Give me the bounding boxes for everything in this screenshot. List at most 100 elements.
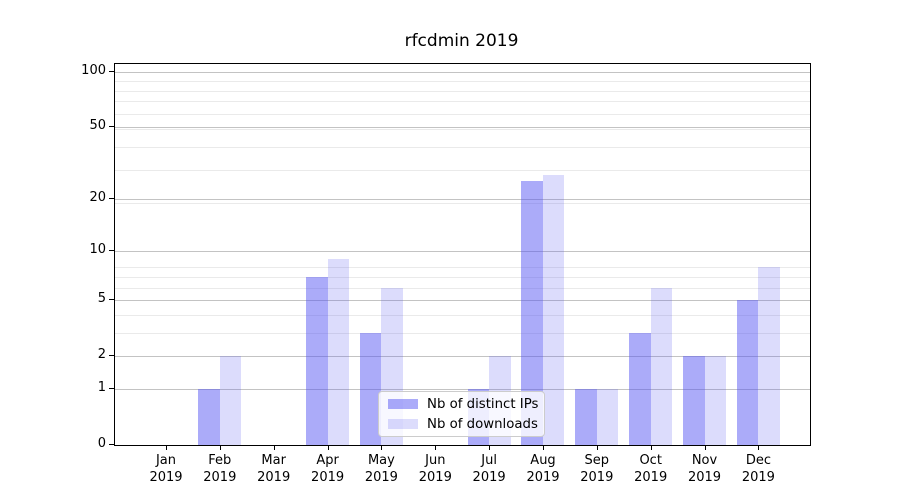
bar-ips-may bbox=[359, 332, 382, 445]
bar-ips-aug bbox=[521, 181, 543, 445]
legend-swatch-downloads-icon bbox=[388, 419, 418, 429]
x-tick-label-line: Jun bbox=[425, 453, 446, 468]
gridline-major-5 bbox=[115, 300, 810, 301]
y-tick-label-0: 0 bbox=[97, 436, 106, 451]
plot-area: Nb of distinct IPs Nb of downloads bbox=[114, 63, 811, 446]
x-tick-label-apr: Apr 2019 bbox=[288, 452, 368, 486]
gridline-minor-89 bbox=[115, 81, 810, 82]
legend-swatch-distinct-ips-icon bbox=[388, 399, 418, 409]
y-tick-mark-10 bbox=[109, 250, 114, 251]
gridline-minor-39 bbox=[115, 146, 810, 148]
legend-label-distinct-ips: Nb of distinct IPs bbox=[427, 396, 539, 412]
x-tick-label-line: 2019 bbox=[687, 470, 722, 485]
bar-ips-sep bbox=[575, 388, 597, 445]
x-tick-mark-jun bbox=[435, 446, 437, 450]
y-tick-mark-1 bbox=[109, 387, 114, 389]
legend-entry-distinct-ips: Nb of distinct IPs bbox=[388, 396, 539, 412]
x-tick-label-line: 2019 bbox=[634, 470, 668, 485]
x-tick-label-line: 2019 bbox=[311, 470, 345, 485]
x-tick-label-mar: Mar 2019 bbox=[234, 452, 314, 486]
x-tick-label-may: May 2019 bbox=[341, 452, 421, 486]
bar-downloads-sep bbox=[596, 388, 619, 445]
x-tick-label-oct: Oct 2019 bbox=[611, 452, 691, 486]
legend: Nb of distinct IPs Nb of downloads bbox=[378, 391, 545, 437]
x-tick-mark-apr bbox=[327, 446, 329, 450]
x-tick-label-feb: Feb 2019 bbox=[180, 452, 260, 486]
x-tick-label-line: May bbox=[367, 453, 395, 468]
x-tick-label-aug: Aug 2019 bbox=[503, 452, 583, 486]
x-tick-mark-may bbox=[381, 446, 383, 450]
x-tick-label-line: 2019 bbox=[580, 470, 614, 485]
x-tick-mark-sep bbox=[596, 446, 598, 450]
x-tick-label-line: Sep bbox=[584, 453, 610, 468]
x-tick-label-line: 2019 bbox=[149, 470, 183, 485]
x-tick-mark-aug bbox=[543, 446, 544, 450]
chart-title: rfcdmin 2019 bbox=[404, 31, 519, 51]
x-tick-label-line: 2019 bbox=[203, 470, 237, 485]
gridline-minor-6 bbox=[115, 287, 810, 289]
legend-label-downloads: Nb of downloads bbox=[427, 416, 538, 432]
x-tick-mark-dec bbox=[758, 446, 760, 450]
gridline-minor-69 bbox=[115, 101, 810, 103]
x-tick-label-line: Jan bbox=[155, 453, 177, 468]
y-tick-label-1: 1 bbox=[97, 379, 106, 395]
x-tick-label-jun: Jun 2019 bbox=[395, 452, 475, 486]
bar-downloads-nov bbox=[704, 356, 726, 445]
x-tick-label-nov: Nov 2019 bbox=[665, 452, 745, 486]
y-tick-mark-5 bbox=[109, 299, 114, 300]
x-tick-label-line: 2019 bbox=[257, 470, 291, 485]
gridline-minor-59 bbox=[115, 113, 810, 115]
x-tick-label-line: Feb bbox=[208, 453, 232, 468]
x-tick-mark-oct bbox=[650, 446, 652, 450]
y-tick-label-10: 10 bbox=[89, 242, 106, 257]
x-tick-mark-jul bbox=[489, 446, 491, 450]
y-tick-label-2: 2 bbox=[97, 347, 106, 363]
x-tick-label-line: 2019 bbox=[741, 470, 775, 485]
y-tick-mark-100 bbox=[109, 70, 114, 72]
x-tick-label-line: Jul bbox=[481, 453, 497, 468]
x-tick-label-line: 2019 bbox=[418, 470, 452, 485]
bar-ips-dec bbox=[736, 300, 759, 445]
bar-downloads-aug bbox=[542, 175, 565, 445]
x-tick-label-jul: Jul 2019 bbox=[449, 452, 529, 486]
gridline-minor-19 bbox=[115, 202, 810, 204]
gridline-minor-29 bbox=[115, 169, 810, 171]
legend-entry-downloads: Nb of downloads bbox=[388, 416, 538, 432]
bar-downloads-apr bbox=[327, 258, 350, 445]
y-tick-label-100: 100 bbox=[81, 62, 106, 78]
y-tick-mark-0 bbox=[109, 444, 114, 445]
gridline-major-50 bbox=[115, 126, 810, 128]
x-tick-mark-feb bbox=[219, 446, 221, 450]
gridline-major-1 bbox=[115, 388, 810, 390]
bar-ips-oct bbox=[629, 332, 651, 445]
x-tick-label-line: Aug bbox=[530, 453, 556, 468]
y-tick-mark-2 bbox=[109, 355, 114, 357]
bar-ips-apr bbox=[306, 276, 328, 445]
gridline-minor-3 bbox=[115, 332, 810, 334]
y-tick-label-50: 50 bbox=[89, 117, 106, 133]
x-tick-label-line: Dec bbox=[745, 453, 771, 468]
x-tick-label-line: Mar bbox=[261, 453, 286, 468]
gridline-minor-7 bbox=[115, 276, 810, 278]
x-tick-mark-jan bbox=[166, 446, 167, 450]
bar-ips-nov bbox=[683, 356, 705, 445]
gridline-major-100 bbox=[115, 71, 810, 73]
x-tick-label-line: 2019 bbox=[472, 470, 506, 485]
x-tick-label-dec: Dec 2019 bbox=[718, 452, 798, 486]
x-tick-label-sep: Sep 2019 bbox=[557, 452, 637, 486]
gridline-minor-8 bbox=[115, 267, 810, 269]
x-tick-label-line: 2019 bbox=[364, 470, 398, 485]
gridline-minor-79 bbox=[115, 90, 810, 92]
bar-downloads-oct bbox=[650, 287, 673, 445]
bar-ips-feb bbox=[198, 388, 220, 445]
bar-downloads-dec bbox=[758, 267, 780, 445]
x-tick-label-line: Nov bbox=[691, 453, 718, 468]
gridline-minor-49 bbox=[115, 128, 810, 130]
y-tick-label-20: 20 bbox=[89, 189, 106, 205]
x-tick-mark-mar bbox=[273, 446, 275, 450]
bar-downloads-feb bbox=[219, 356, 242, 445]
y-tick-label-5: 5 bbox=[97, 291, 106, 306]
x-tick-label-jan: Jan 2019 bbox=[126, 452, 206, 486]
y-tick-mark-50 bbox=[109, 125, 114, 127]
x-tick-label-line: 2019 bbox=[526, 470, 560, 485]
